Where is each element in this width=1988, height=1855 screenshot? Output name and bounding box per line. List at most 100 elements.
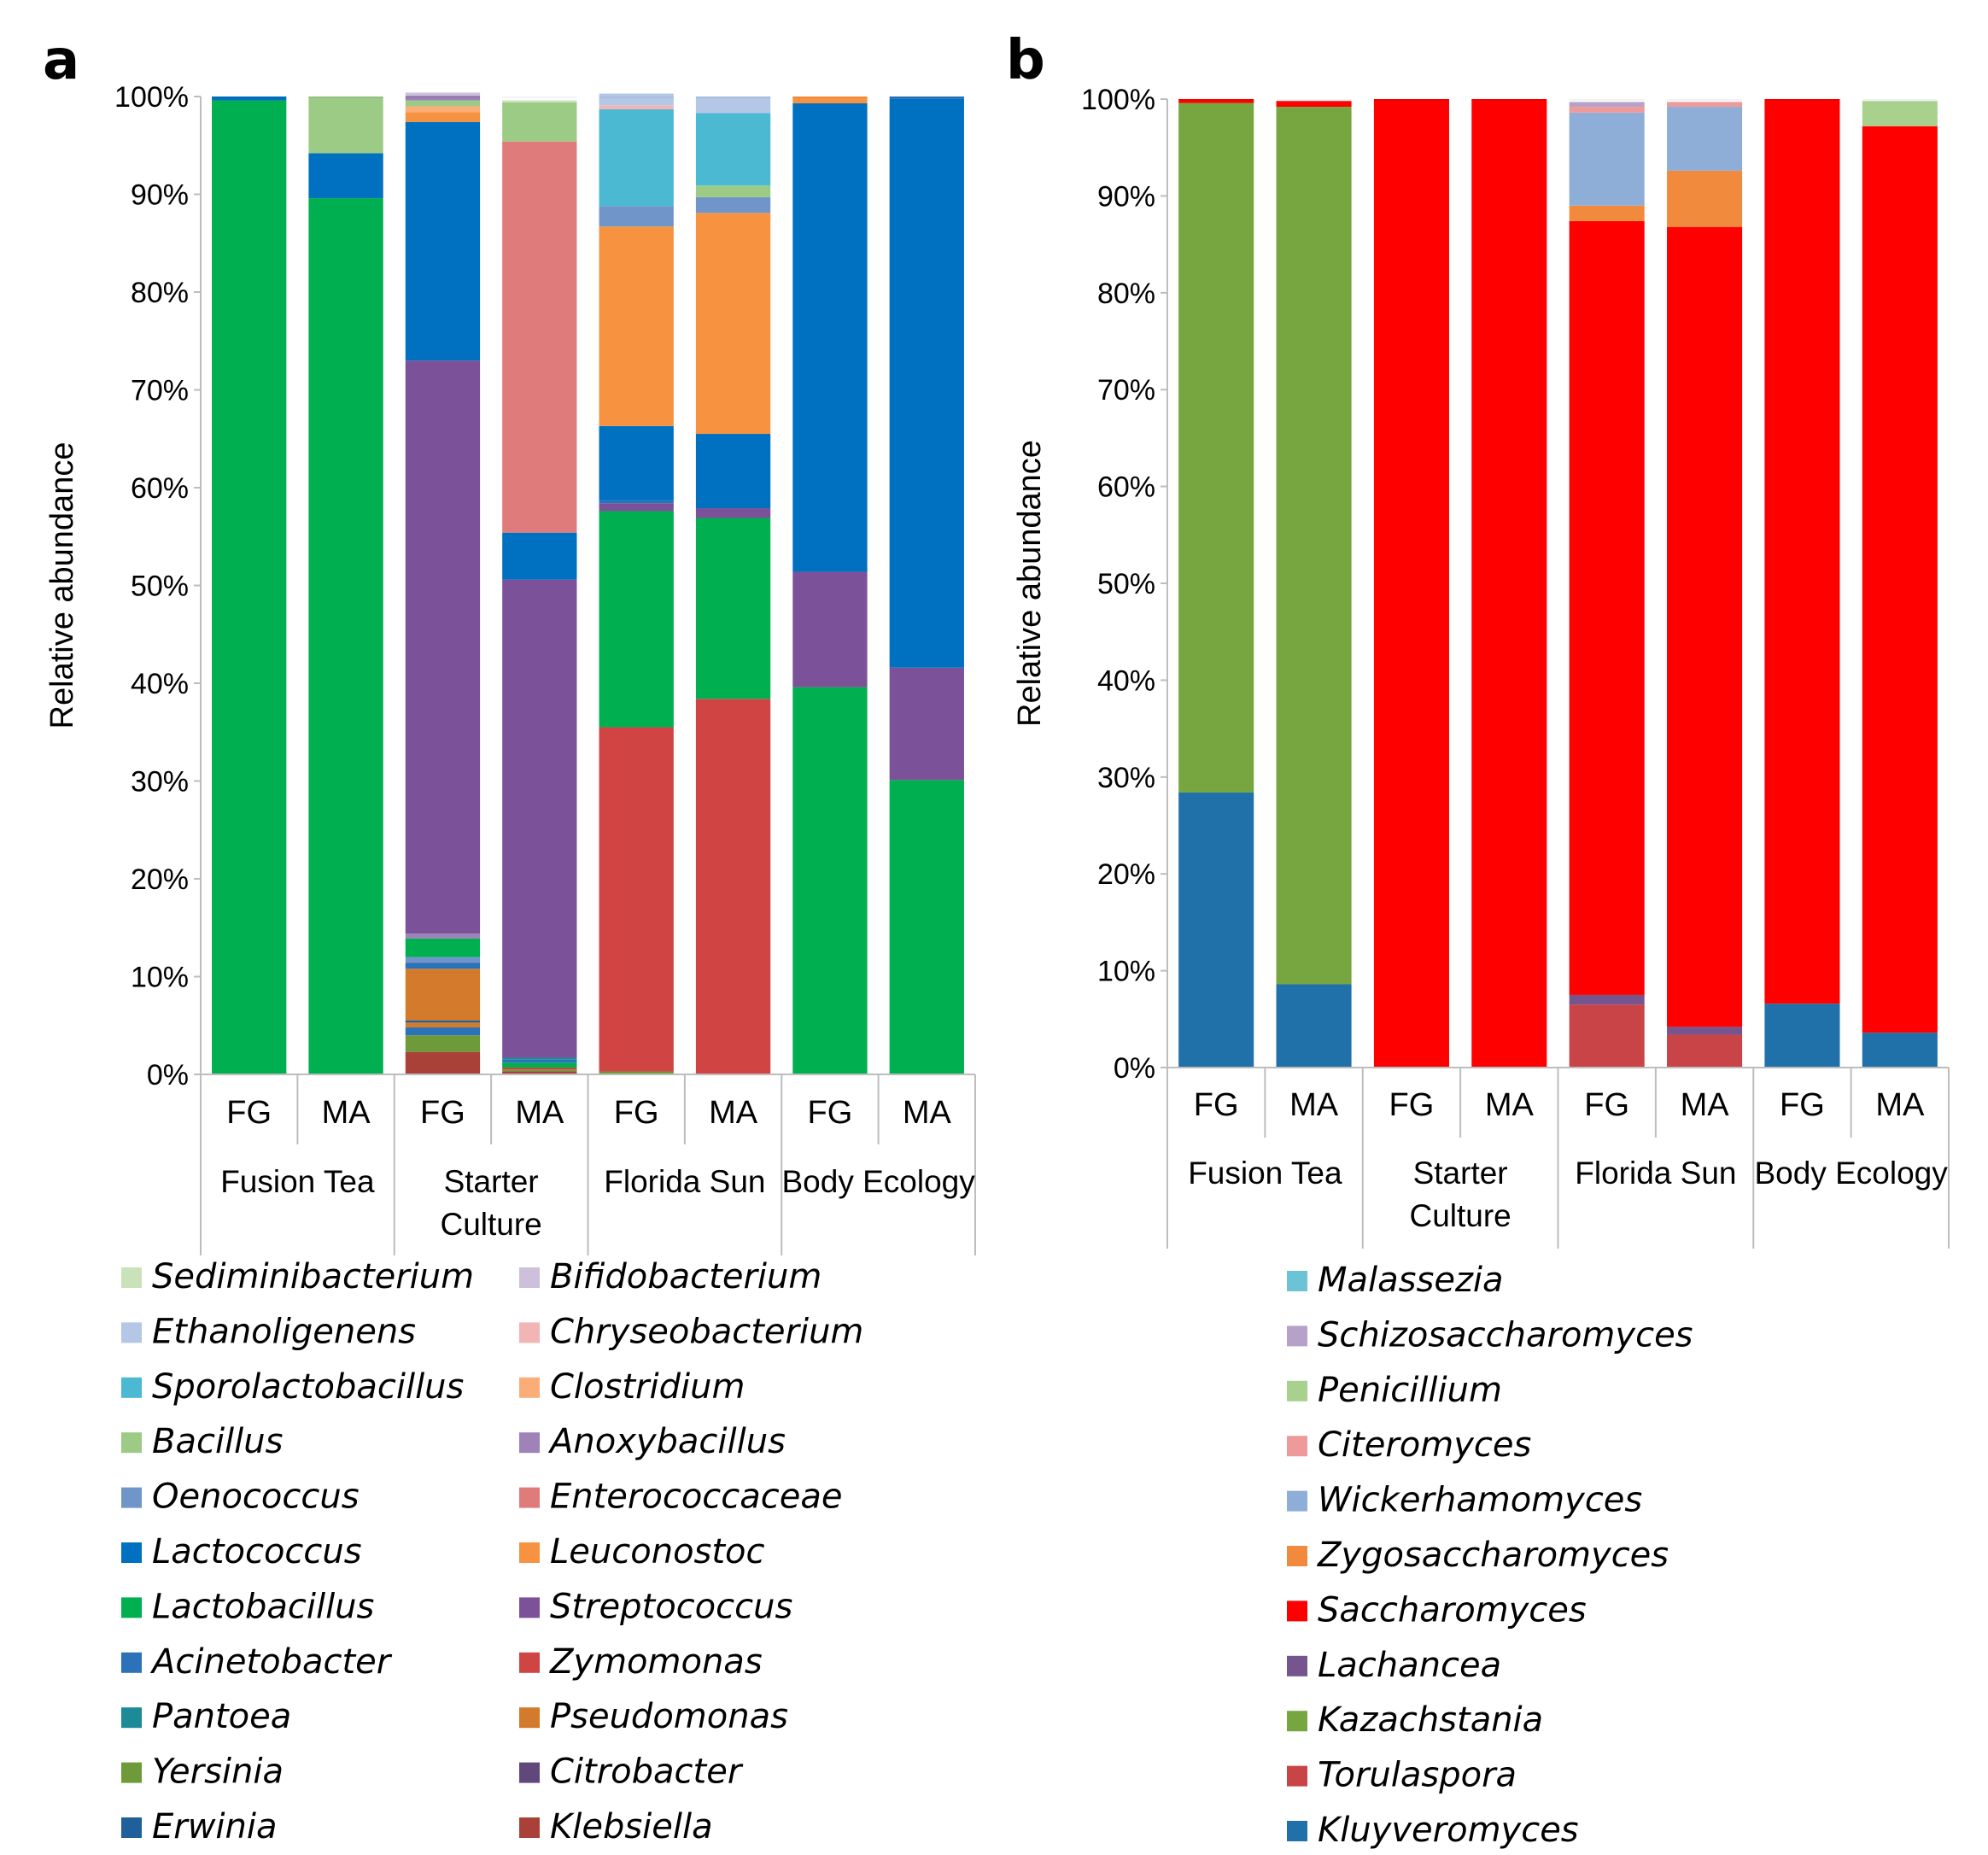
legend-label: Wickerhamomyces xyxy=(1318,1481,1642,1520)
bar-segment-saccharomyces xyxy=(1862,126,1938,1033)
bar-segment-chryseobacterium xyxy=(599,105,674,109)
bar-segment-acinetobacter xyxy=(405,1027,481,1036)
legend-swatch xyxy=(519,1322,540,1343)
bar-segment-lactococcus xyxy=(792,103,868,572)
legend-label: Penicillium xyxy=(1318,1371,1502,1410)
bar-segment-streptococcus xyxy=(502,579,577,1058)
bar-segment-saccharomyces xyxy=(1569,220,1645,995)
y-tick-label: 20% xyxy=(1097,858,1155,891)
legend-label: Saccharomyces xyxy=(1318,1590,1587,1630)
legend-swatch xyxy=(519,1542,540,1563)
x-group-label: Starter xyxy=(444,1164,539,1199)
bar-top-edge xyxy=(695,97,771,98)
legend-swatch xyxy=(1287,1711,1307,1732)
legend-swatch xyxy=(121,1267,142,1288)
x-group-label: Starter xyxy=(1413,1156,1508,1191)
x-category-label: FG xyxy=(808,1095,853,1131)
legend-label: Citeromyces xyxy=(1318,1425,1531,1465)
bar-segment-bacillus xyxy=(502,102,577,142)
bar-segment-lactobacillus xyxy=(889,780,964,1074)
bar-segment-streptococcus xyxy=(792,571,868,688)
bar-segment-lactococcus xyxy=(212,97,287,101)
bar-segment-kluyveromyces xyxy=(1276,984,1352,1068)
bar-segment-pseudomonas xyxy=(405,1022,481,1028)
x-category-label: FG xyxy=(1780,1087,1825,1123)
legend-label: Torulaspora xyxy=(1318,1756,1517,1795)
bar-segment-lachancea xyxy=(1569,994,1645,1005)
legend-label: Acinetobacter xyxy=(149,1642,393,1682)
y-tick-label: 10% xyxy=(1097,956,1155,988)
bar-segment-zygosaccharomyces xyxy=(1667,170,1743,227)
legend-label: Clostridium xyxy=(550,1367,745,1407)
bar-segment-kluyveromyces xyxy=(1862,1033,1938,1068)
bar-segment-klebsiella xyxy=(405,1051,481,1074)
bar-segment-citeromyces xyxy=(1667,102,1743,108)
legend-swatch xyxy=(519,1652,540,1673)
x-category-label: MA xyxy=(1875,1087,1925,1123)
bar-segment-leuconostoc xyxy=(695,213,771,435)
bar-segment-lactococcus xyxy=(308,153,383,199)
legend-label: Chryseobacterium xyxy=(550,1312,863,1351)
bar-segment-bifidobacterium xyxy=(405,92,481,96)
bar-segment-zymomonas xyxy=(502,1067,577,1070)
y-tick-label: 100% xyxy=(1081,84,1155,116)
legend-label: Bacillus xyxy=(152,1422,283,1461)
y-tick-label: 0% xyxy=(147,1059,189,1091)
y-tick-label: 40% xyxy=(1097,664,1155,697)
y-tick-label: 30% xyxy=(1097,762,1155,794)
x-category-label: MA xyxy=(709,1095,758,1131)
bar-segment-pantoea xyxy=(502,1057,577,1060)
x-group-label: Fusion Tea xyxy=(220,1164,375,1199)
x-category-label: MA xyxy=(1485,1087,1535,1123)
bar-segment-lactobacillus xyxy=(599,511,674,728)
x-category-label: FG xyxy=(420,1095,465,1131)
bar-segment-lactococcus xyxy=(502,532,577,580)
panel-a: 0% 10% 20% 30% 40% 50% 60% 70% 80% 90% 100% Relativ… xyxy=(44,81,976,1846)
legend-swatch xyxy=(121,1762,142,1783)
bar-top-edge xyxy=(1764,99,1840,101)
bar-top-edge xyxy=(599,97,674,98)
y-tick-label: 100% xyxy=(114,81,189,114)
bar-segment-streptococcus xyxy=(599,503,674,512)
x-category-label: FG xyxy=(1389,1087,1435,1123)
bar-top-edge xyxy=(1178,99,1254,101)
legend-label: Malassezia xyxy=(1318,1261,1504,1300)
legend-label: Pseudomonas xyxy=(550,1697,788,1736)
y-tick-label: 80% xyxy=(131,277,189,309)
bar-top-edge xyxy=(889,97,964,98)
legend-swatch xyxy=(1287,1436,1307,1457)
bar-top-edge xyxy=(405,97,481,98)
legend-label: Streptococcus xyxy=(550,1587,792,1626)
bar-segment-zymomonas xyxy=(599,727,674,1072)
bar-top-edge xyxy=(1862,99,1938,101)
legend-swatch xyxy=(121,1487,142,1508)
legend-swatch xyxy=(1287,1380,1307,1401)
bar-segment-bacillus xyxy=(695,185,771,197)
y-tick-label: 20% xyxy=(131,863,189,896)
bar-segment-lachancea xyxy=(1667,1027,1743,1035)
bar-segment-ethanoligenens xyxy=(599,93,674,106)
bar-segment-oenococcus xyxy=(599,206,674,227)
bar-segment-acinetobacter xyxy=(405,963,481,969)
legend-label: Kluyveromyces xyxy=(1318,1811,1579,1850)
bar-segment-yersinia xyxy=(599,1071,674,1074)
x-category-label: FG xyxy=(226,1095,272,1131)
bar-segment-saccharomyces xyxy=(1276,101,1352,108)
bar-segment-sediminibacterium xyxy=(502,100,577,102)
legend-label: Klebsiella xyxy=(550,1807,713,1846)
x-group-label: Fusion Tea xyxy=(1188,1156,1342,1191)
x-category-label: MA xyxy=(1681,1087,1730,1123)
legend-label: Erwinia xyxy=(152,1807,278,1846)
legend-label: Anoxybacillus xyxy=(547,1422,786,1461)
x-group-label: Body Ecology xyxy=(782,1164,976,1199)
bar-segment-pseudomonas xyxy=(405,968,481,1021)
legend-label: Sporolactobacillus xyxy=(152,1367,464,1407)
y-tick-label: 40% xyxy=(131,668,189,700)
bar-segment-streptococcus xyxy=(695,508,771,518)
y-tick-label: 60% xyxy=(1097,471,1155,504)
legend-swatch xyxy=(1287,1490,1307,1512)
y-axis-label: Relative abundance xyxy=(44,442,80,729)
x-group-label: Florida Sun xyxy=(1575,1156,1736,1191)
bar-segment-citeromyces xyxy=(1569,107,1645,113)
legend-label: Ethanoligenens xyxy=(152,1312,416,1351)
